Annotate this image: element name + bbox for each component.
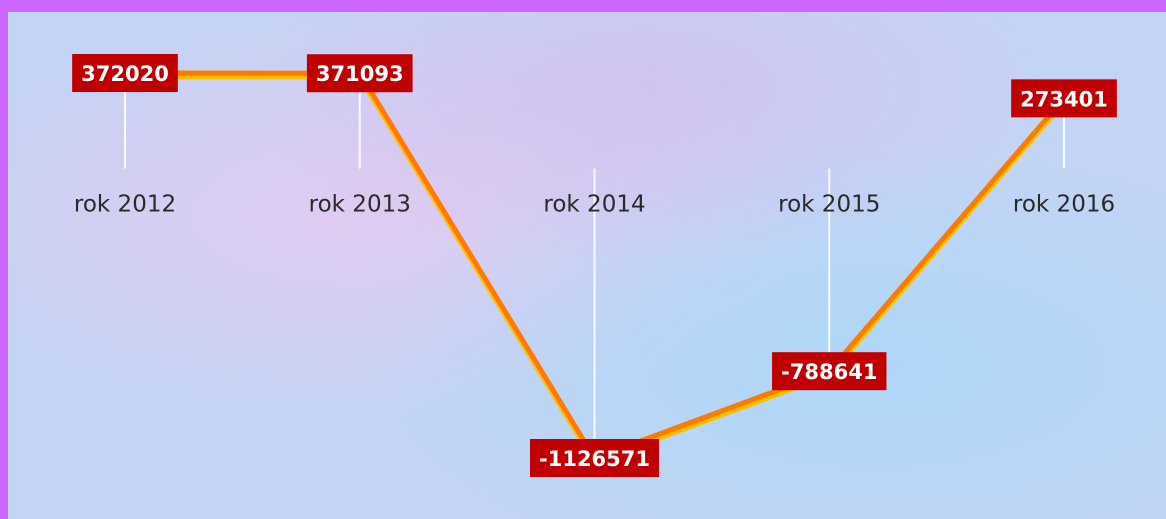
data-label: -788641: [781, 360, 877, 384]
data-label-bg: [1011, 79, 1117, 118]
data-label-bg: [530, 439, 659, 477]
category-label: rok 2013: [309, 192, 411, 218]
data-label-bg: [772, 352, 887, 391]
data-label-bg: [72, 54, 178, 92]
data-label: 372020: [81, 62, 169, 86]
texture: [8, 12, 1166, 519]
category-label: rok 2015: [778, 192, 880, 218]
data-label: -1126571: [539, 447, 650, 471]
category-label: rok 2014: [543, 192, 645, 218]
data-label: 273401: [1020, 87, 1108, 111]
category-label: rok 2012: [74, 192, 176, 218]
category-label: rok 2016: [1013, 192, 1115, 218]
data-label: 371093: [316, 62, 404, 86]
data-label-bg: [306, 54, 413, 93]
